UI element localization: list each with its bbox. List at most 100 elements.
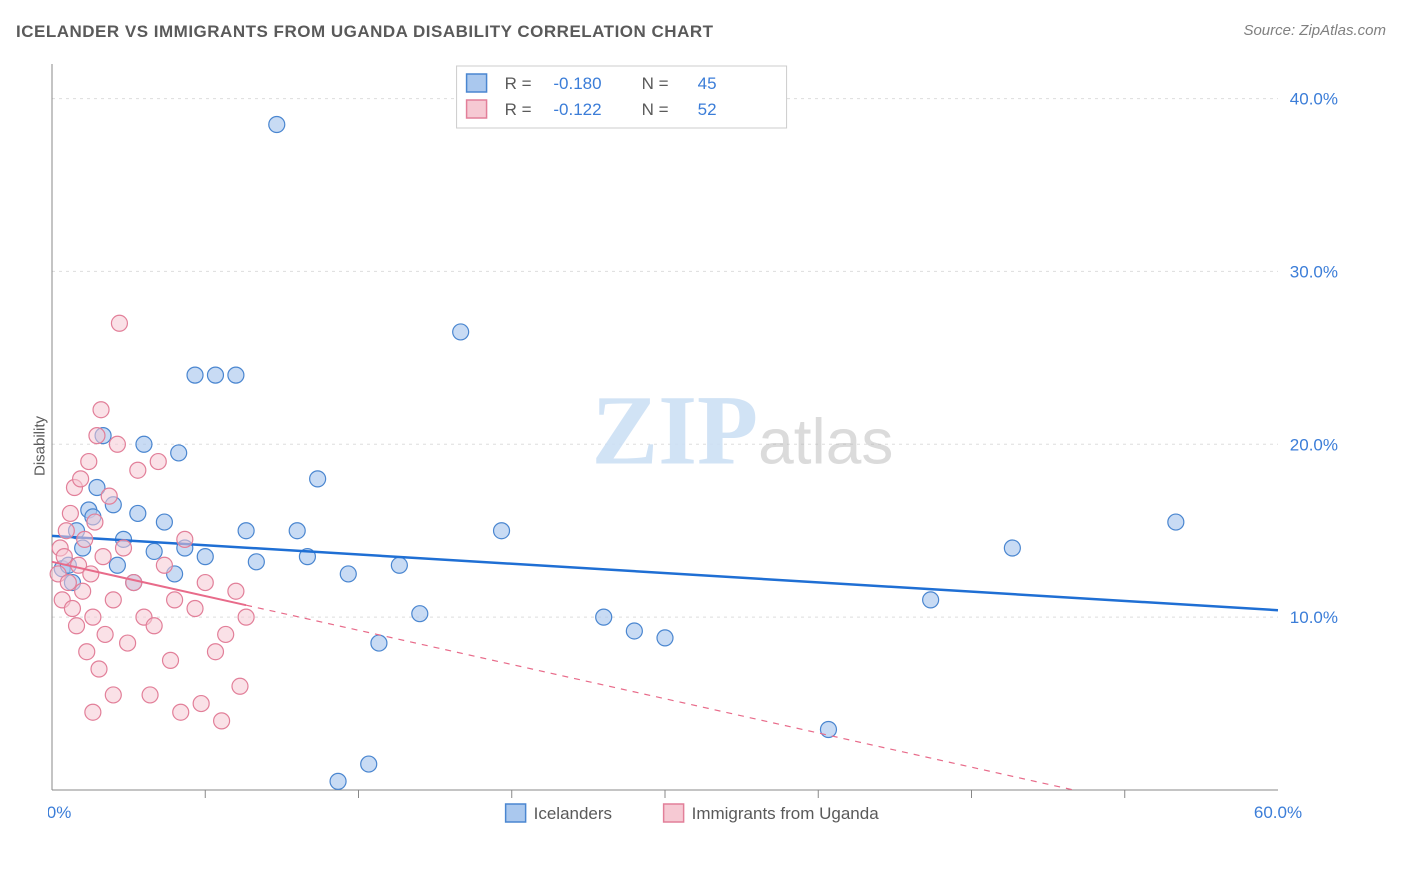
data-point — [109, 557, 125, 573]
legend-n-value: 45 — [698, 74, 717, 93]
data-point — [1004, 540, 1020, 556]
data-point — [289, 523, 305, 539]
data-point — [150, 454, 166, 470]
data-point — [77, 531, 93, 547]
data-point — [136, 436, 152, 452]
data-point — [207, 367, 223, 383]
data-point — [81, 454, 97, 470]
data-point — [142, 687, 158, 703]
data-point — [120, 635, 136, 651]
data-point — [111, 315, 127, 331]
source-attribution: Source: ZipAtlas.com — [1243, 22, 1386, 39]
data-point — [238, 609, 254, 625]
data-point — [101, 488, 117, 504]
legend-swatch — [664, 804, 684, 822]
data-point — [177, 531, 193, 547]
data-point — [310, 471, 326, 487]
legend-r-value: -0.122 — [553, 100, 601, 119]
data-point — [93, 402, 109, 418]
data-point — [87, 514, 103, 530]
data-point — [228, 367, 244, 383]
data-point — [146, 618, 162, 634]
data-point — [60, 575, 76, 591]
data-point — [361, 756, 377, 772]
legend-swatch — [506, 804, 526, 822]
data-point — [171, 445, 187, 461]
data-point — [238, 523, 254, 539]
data-point — [214, 713, 230, 729]
data-point — [146, 543, 162, 559]
data-point — [269, 117, 285, 133]
data-point — [85, 609, 101, 625]
legend-n-label: N = — [642, 100, 669, 119]
data-point — [156, 557, 172, 573]
data-point — [923, 592, 939, 608]
data-point — [820, 722, 836, 738]
y-tick-label: 40.0% — [1290, 90, 1338, 109]
data-point — [85, 704, 101, 720]
series-legend-label: Icelanders — [534, 804, 612, 823]
y-tick-label: 10.0% — [1290, 608, 1338, 627]
data-point — [412, 606, 428, 622]
data-point — [187, 601, 203, 617]
data-point — [167, 592, 183, 608]
data-point — [1168, 514, 1184, 530]
data-point — [62, 505, 78, 521]
data-point — [187, 367, 203, 383]
data-point — [56, 549, 72, 565]
data-point — [64, 601, 80, 617]
legend-n-value: 52 — [698, 100, 717, 119]
data-point — [193, 696, 209, 712]
data-point — [218, 626, 234, 642]
watermark: ZIPatlas — [591, 374, 893, 485]
data-point — [657, 630, 673, 646]
series-legend-label: Immigrants from Uganda — [692, 804, 880, 823]
data-point — [453, 324, 469, 340]
data-point — [130, 505, 146, 521]
data-point — [156, 514, 172, 530]
data-point — [163, 652, 179, 668]
data-point — [232, 678, 248, 694]
legend-n-label: N = — [642, 74, 669, 93]
data-point — [58, 523, 74, 539]
data-point — [248, 554, 264, 570]
data-point — [130, 462, 146, 478]
data-point — [109, 436, 125, 452]
data-point — [596, 609, 612, 625]
data-point — [494, 523, 510, 539]
data-point — [69, 618, 85, 634]
data-point — [391, 557, 407, 573]
data-point — [105, 592, 121, 608]
data-point — [228, 583, 244, 599]
data-point — [207, 644, 223, 660]
data-point — [340, 566, 356, 582]
data-point — [371, 635, 387, 651]
legend-r-label: R = — [505, 100, 532, 119]
data-point — [97, 626, 113, 642]
data-point — [91, 661, 107, 677]
data-point — [626, 623, 642, 639]
data-point — [126, 575, 142, 591]
x-tick-label: 60.0% — [1254, 803, 1302, 822]
data-point — [197, 575, 213, 591]
data-point — [105, 687, 121, 703]
data-point — [89, 428, 105, 444]
x-tick-label: 0.0% — [48, 803, 71, 822]
legend-r-label: R = — [505, 74, 532, 93]
data-point — [79, 644, 95, 660]
legend-r-value: -0.180 — [553, 74, 601, 93]
data-point — [173, 704, 189, 720]
scatter-plot: 10.0% 20.0% 30.0% 40.0% ZIPatlas 0.0% 60.0% R =… — [48, 60, 1348, 830]
data-point — [75, 583, 91, 599]
y-tick-label: 30.0% — [1290, 262, 1338, 281]
chart-container: { "title": "ICELANDER VS IMMIGRANTS FROM… — [0, 0, 1406, 892]
legend-swatch — [467, 100, 487, 118]
data-point — [330, 773, 346, 789]
data-point — [73, 471, 89, 487]
chart-title: ICELANDER VS IMMIGRANTS FROM UGANDA DISA… — [16, 22, 714, 42]
legend-swatch — [467, 74, 487, 92]
data-point — [116, 540, 132, 556]
y-tick-label: 20.0% — [1290, 435, 1338, 454]
y-axis-label: Disability — [32, 416, 49, 476]
data-point — [197, 549, 213, 565]
